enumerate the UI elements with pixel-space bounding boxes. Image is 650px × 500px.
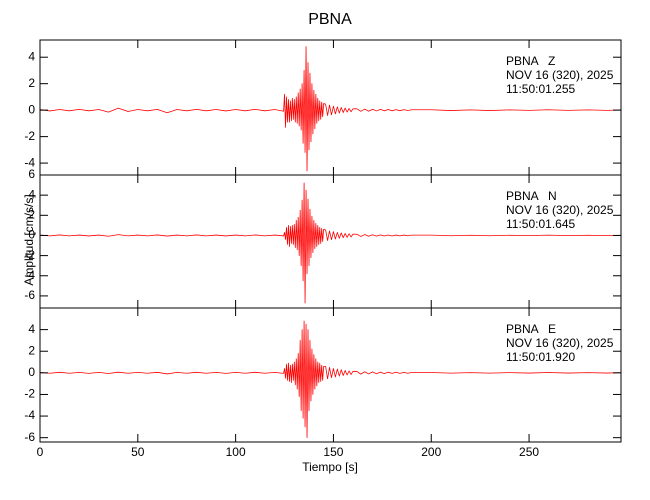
y-tick-label: 6 xyxy=(28,167,35,181)
y-tick-label: 0 xyxy=(28,102,35,116)
y-axis-label: Amplitud [cm/s/s] xyxy=(22,194,36,285)
y-tick-label: -6 xyxy=(24,430,35,444)
y-tick-label: -2 xyxy=(24,129,35,143)
annotation: 11:50:01.255 xyxy=(506,82,576,96)
annotation: 11:50:01.645 xyxy=(506,217,576,231)
y-tick-label: 0 xyxy=(28,365,35,379)
x-tick-label: 250 xyxy=(519,445,539,459)
y-tick-label: -4 xyxy=(24,155,35,169)
waveform xyxy=(40,182,621,304)
x-tick-label: 0 xyxy=(37,445,44,459)
waveform xyxy=(40,46,621,172)
annotation: PBNA Z xyxy=(506,54,555,68)
y-tick-label: -2 xyxy=(24,248,35,262)
x-tick-label: 150 xyxy=(323,445,343,459)
annotation: NOV 16 (320), 2025 xyxy=(506,336,614,350)
annotation: NOV 16 (320), 2025 xyxy=(506,203,614,217)
waveform xyxy=(40,320,621,439)
panel-frame xyxy=(39,307,622,443)
annotation: 11:50:01.920 xyxy=(506,350,576,364)
x-tick-label: 50 xyxy=(131,445,145,459)
y-tick-label: -6 xyxy=(24,288,35,302)
y-tick-label: -4 xyxy=(24,268,35,282)
chart-title: PBNA xyxy=(308,11,352,28)
annotation: NOV 16 (320), 2025 xyxy=(506,68,614,82)
y-tick-label: 2 xyxy=(28,76,35,90)
x-axis-label: Tiempo [s] xyxy=(302,460,358,474)
y-tick-label: 4 xyxy=(28,49,35,63)
y-tick-label: 0 xyxy=(28,228,35,242)
x-tick-label: 100 xyxy=(226,445,246,459)
y-tick-label: -2 xyxy=(24,387,35,401)
x-tick-label: 200 xyxy=(421,445,441,459)
y-tick-label: 2 xyxy=(28,343,35,357)
y-tick-label: 4 xyxy=(28,322,35,336)
annotation: PBNA E xyxy=(506,322,556,336)
y-tick-label: -4 xyxy=(24,408,35,422)
annotation: PBNA N xyxy=(506,189,557,203)
y-tick-label: 2 xyxy=(28,207,35,221)
y-tick-label: 4 xyxy=(28,187,35,201)
